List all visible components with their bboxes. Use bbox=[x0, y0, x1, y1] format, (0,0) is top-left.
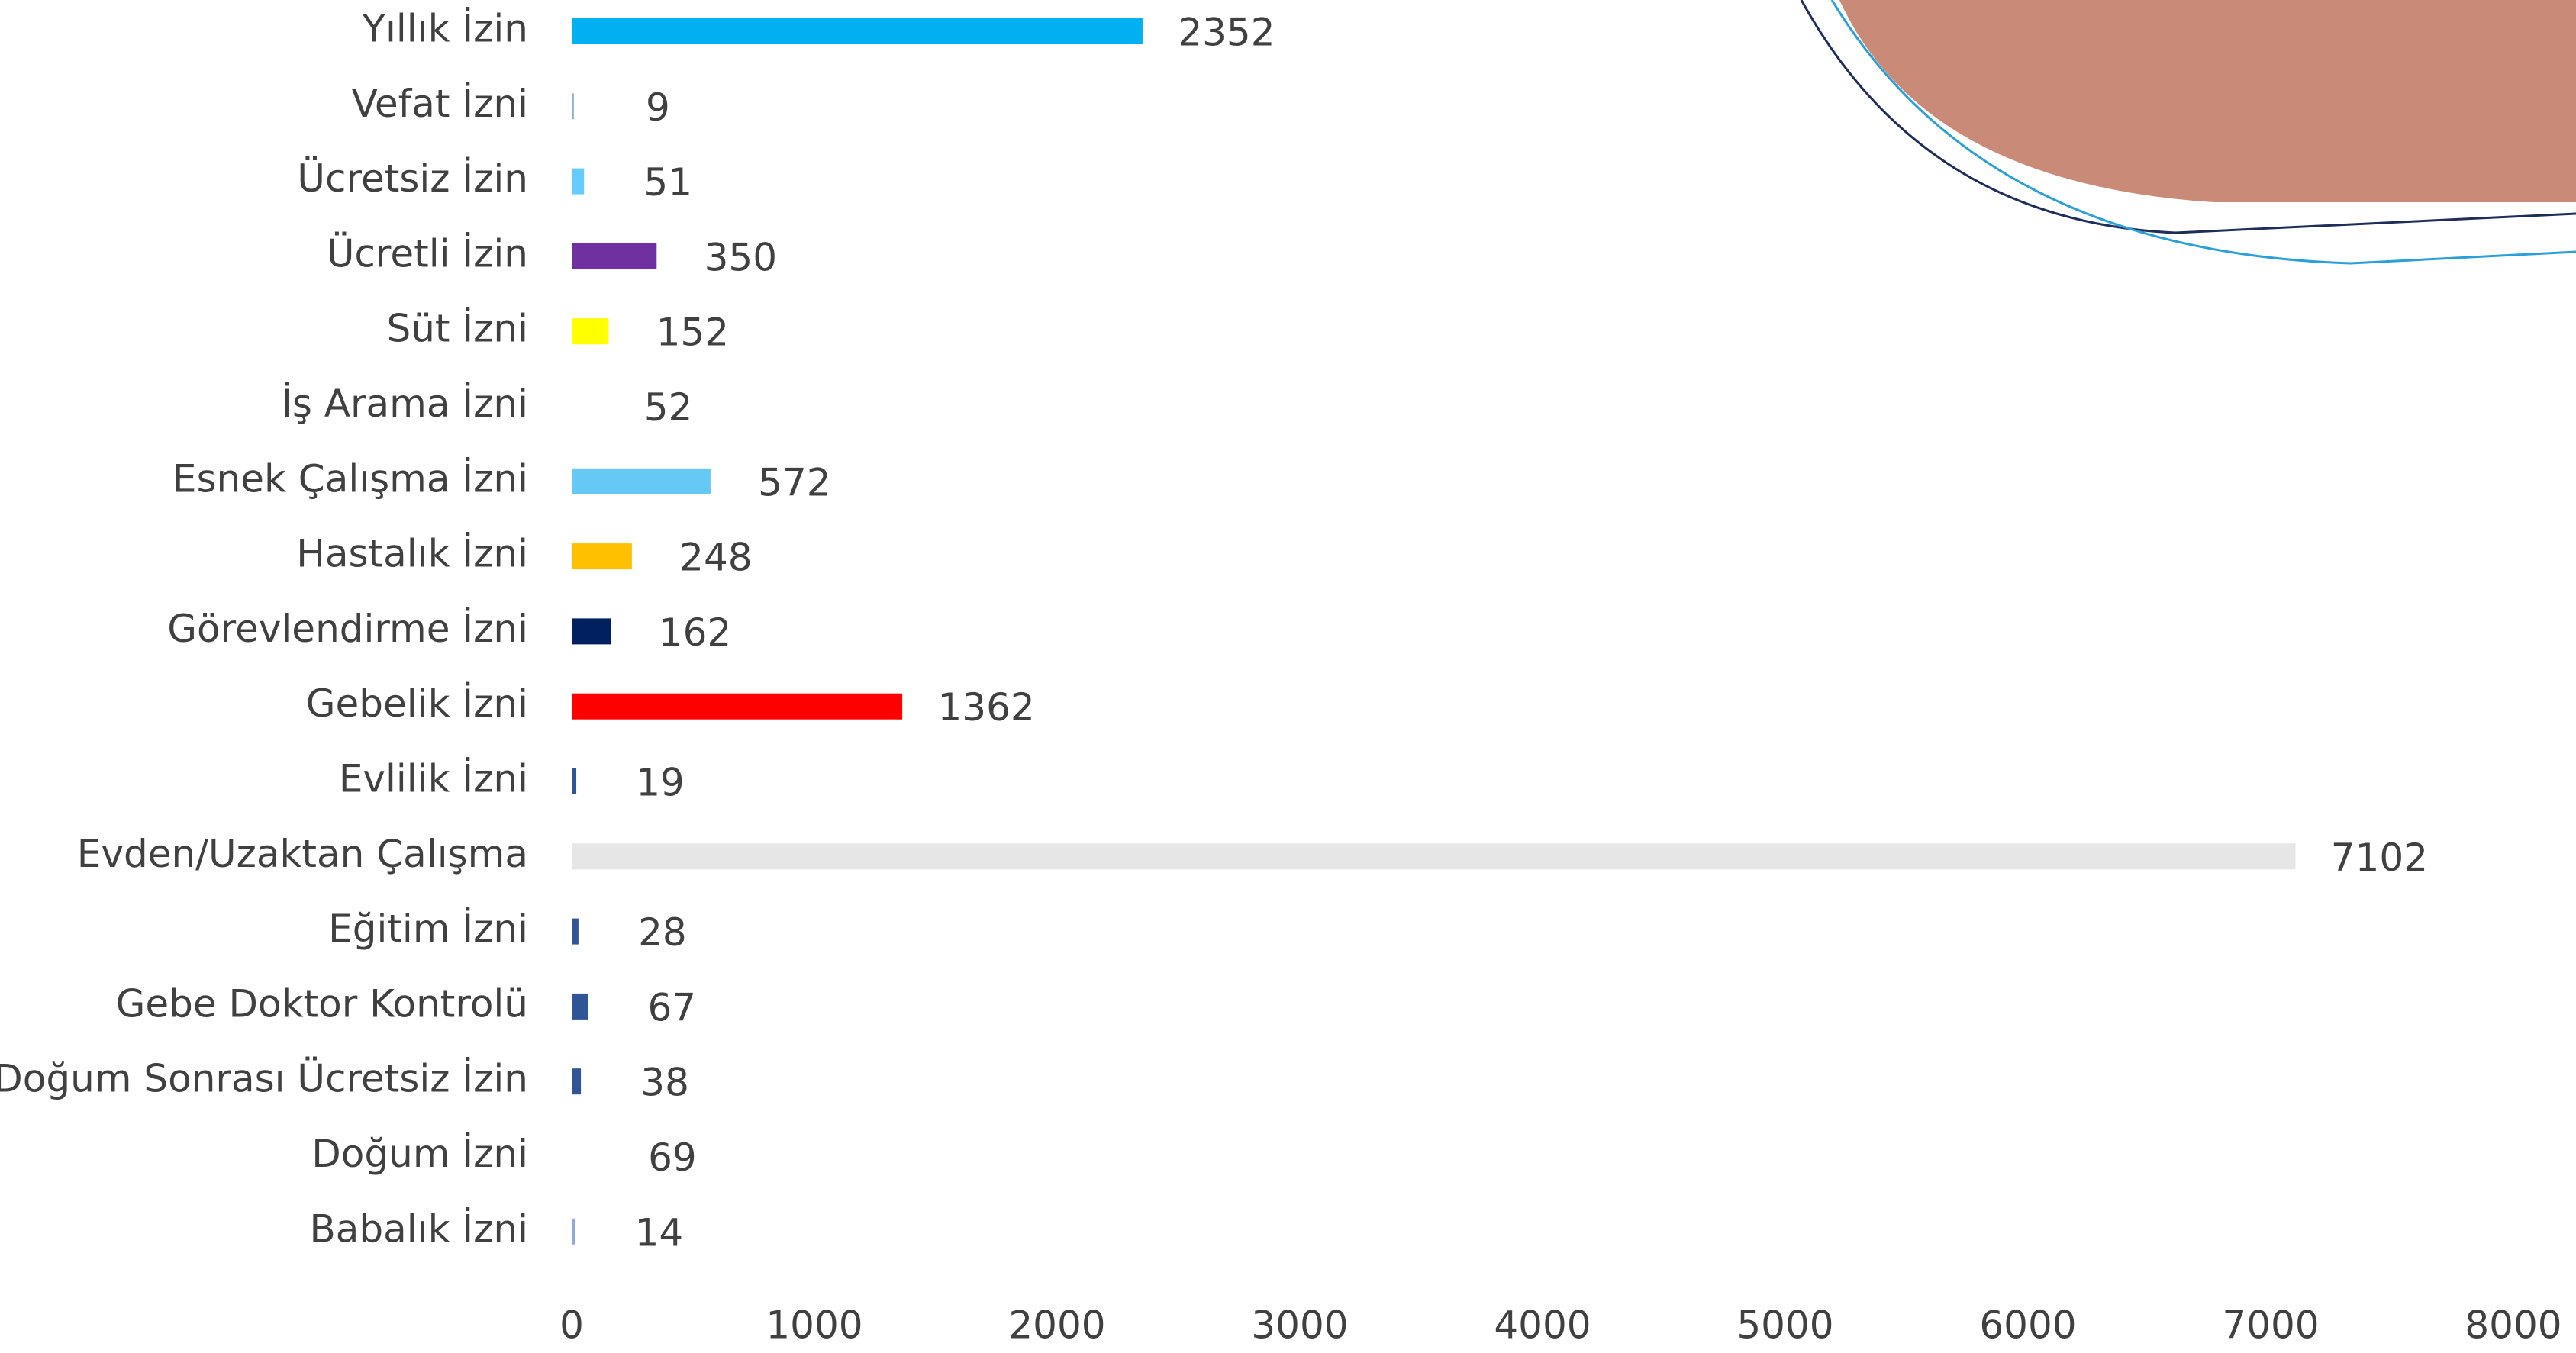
y-tick-label: Gebe Doktor Kontrolü bbox=[116, 981, 528, 1026]
bar bbox=[572, 468, 711, 494]
bar bbox=[572, 243, 657, 269]
bar bbox=[572, 318, 609, 345]
value-label: 19 bbox=[636, 761, 685, 805]
y-tick-label: Doğum Sonrası Ücretsiz İzin bbox=[0, 1057, 528, 1101]
y-tick-label: Ücretsiz İzin bbox=[297, 156, 528, 201]
bar bbox=[572, 393, 585, 420]
value-label: 52 bbox=[644, 385, 693, 430]
value-label: 2352 bbox=[1178, 11, 1275, 55]
bar bbox=[572, 1218, 575, 1245]
x-tick-label: 5000 bbox=[1736, 1303, 1833, 1348]
bar bbox=[572, 1143, 588, 1170]
y-tick-label: Gebelik İzni bbox=[306, 681, 528, 726]
bar bbox=[572, 18, 1143, 44]
decor-photo bbox=[1800, 0, 2576, 265]
bar bbox=[572, 918, 579, 945]
y-tick-label: Hastalık İzni bbox=[296, 532, 528, 576]
value-label: 69 bbox=[648, 1136, 697, 1180]
value-label: 51 bbox=[643, 160, 692, 205]
bar bbox=[572, 543, 632, 570]
bar bbox=[572, 993, 588, 1020]
bar bbox=[572, 93, 574, 120]
y-tick-label: Doğum İzni bbox=[311, 1132, 528, 1176]
y-tick-label: İş Arama İzni bbox=[281, 382, 528, 426]
value-label: 248 bbox=[679, 536, 752, 580]
y-tick-label: Süt İzni bbox=[387, 307, 529, 351]
value-label: 152 bbox=[656, 311, 729, 355]
x-tick-label: 7000 bbox=[2222, 1303, 2319, 1348]
value-label: 67 bbox=[647, 985, 696, 1029]
value-label: 28 bbox=[638, 910, 687, 955]
value-label: 9 bbox=[646, 85, 670, 130]
x-tick-label: 1000 bbox=[766, 1303, 862, 1348]
value-label: 1362 bbox=[937, 685, 1034, 730]
value-label: 38 bbox=[640, 1061, 689, 1105]
y-tick-label: Yıllık İzin bbox=[361, 7, 528, 51]
y-tick-label: Esnek Çalışma İzni bbox=[172, 456, 528, 501]
y-tick-label: Görevlendirme İzni bbox=[167, 607, 528, 651]
y-tick-label: Evlilik İzni bbox=[339, 757, 528, 801]
value-label: 7102 bbox=[2331, 836, 2428, 880]
x-tick-label: 3000 bbox=[1251, 1303, 1348, 1348]
value-label: 572 bbox=[758, 460, 830, 504]
x-tick-label: 0 bbox=[559, 1303, 584, 1348]
y-tick-label: Ücretli İzin bbox=[327, 231, 528, 275]
bar bbox=[572, 1068, 582, 1095]
y-tick-label: Babalık İzni bbox=[309, 1206, 528, 1251]
value-label: 350 bbox=[704, 235, 777, 279]
y-tick-label: Eğitim İzni bbox=[328, 907, 528, 951]
bar bbox=[572, 168, 585, 195]
bar bbox=[572, 618, 611, 645]
value-label: 14 bbox=[635, 1210, 684, 1255]
value-label: 162 bbox=[659, 610, 731, 655]
x-tick-label: 4000 bbox=[1494, 1303, 1591, 1348]
bar bbox=[572, 843, 2296, 870]
bar bbox=[572, 768, 577, 794]
x-tick-label: 8000 bbox=[2465, 1303, 2561, 1348]
bar bbox=[572, 693, 903, 720]
y-tick-label: Evden/Uzaktan Çalışma bbox=[77, 832, 528, 876]
x-tick-label: 2000 bbox=[1008, 1303, 1105, 1348]
y-tick-label: Vefat İzni bbox=[352, 82, 528, 126]
x-tick-label: 6000 bbox=[1979, 1303, 2076, 1348]
